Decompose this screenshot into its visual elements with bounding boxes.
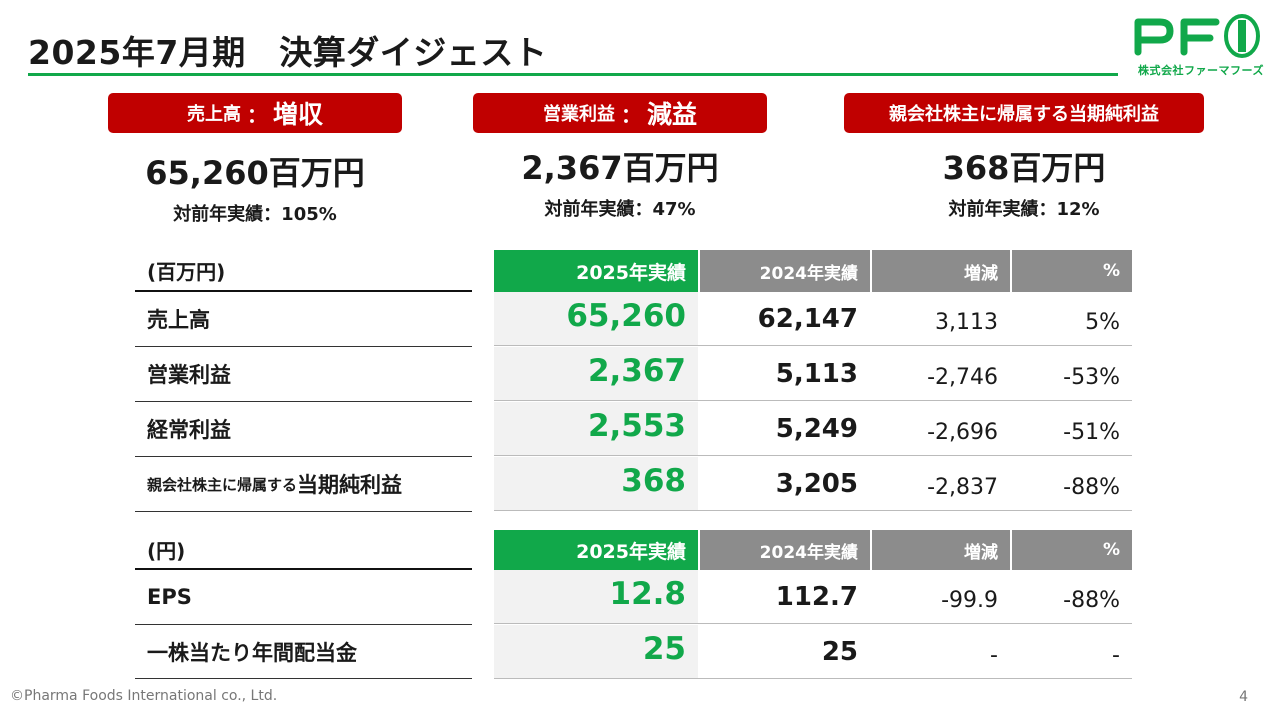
kpi-badge-label: 親会社株主に帰属する当期純利益 [889, 104, 1159, 125]
row-label-prefix: 親会社株主に帰属する [147, 475, 298, 494]
table2-row-label: 一株当たり年間配当金 [135, 625, 472, 679]
table2-cell-diff: - [870, 625, 1010, 679]
table1-cell-2025: 65,260 [494, 292, 698, 346]
kpi-value-sales: 65,260百万円 [145, 154, 365, 192]
title-divider [28, 73, 1118, 76]
table1-header-2024: 2024年実績 [698, 250, 870, 292]
kpi-badge-colon: ： [620, 102, 641, 127]
table1-header-diff: 増減 [870, 250, 1010, 292]
kpi-sub-net-income: 対前年実績：12% [948, 199, 1100, 220]
table1-unit: (百万円) [135, 250, 472, 292]
table1-header-2025: 2025年実績 [494, 250, 698, 292]
kpi-value-operating-profit: 2,367百万円 [521, 149, 719, 187]
table1-row-label: 経常利益 [135, 402, 472, 457]
table1-cell-2025: 2,367 [494, 347, 698, 401]
table1-row-label: 親会社株主に帰属する 当期純利益 [135, 457, 472, 512]
table1-cell-diff: -2,696 [870, 402, 1010, 456]
table2-row-label: EPS [135, 570, 472, 625]
kpi-badge-net-income: 親会社株主に帰属する当期純利益 [844, 93, 1204, 133]
table2-unit: (円) [135, 530, 472, 570]
row-label-text: 一株当たり年間配当金 [147, 640, 357, 665]
table1-cell-2024: 3,205 [698, 457, 870, 511]
table2-cell-pct: - [1010, 625, 1132, 679]
table1-cell-2024: 62,147 [698, 292, 870, 346]
table1-cell-diff: -2,746 [870, 347, 1010, 401]
table1-cell-2024: 5,249 [698, 402, 870, 456]
table1-cell-2025: 2,553 [494, 402, 698, 456]
kpi-badge-result: 増収 [272, 100, 323, 129]
table2-cell-diff: -99.9 [870, 570, 1010, 624]
table2-header-2025: 2025年実績 [494, 530, 698, 570]
table1-cell-2024: 5,113 [698, 347, 870, 401]
table1-cell-diff: 3,113 [870, 292, 1010, 346]
table1-cell-2025: 368 [494, 457, 698, 511]
kpi-badge-label: 営業利益 [542, 104, 615, 125]
table2-cell-2024: 112.7 [698, 570, 870, 624]
table1-cell-pct: -88% [1010, 457, 1132, 511]
row-label-text: 営業利益 [147, 363, 231, 387]
table1-cell-pct: 5% [1010, 292, 1132, 346]
table2-header-2024: 2024年実績 [698, 530, 870, 570]
table1-cell-diff: -2,837 [870, 457, 1010, 511]
copyright-footer: ©Pharma Foods International co., Ltd. [10, 688, 278, 704]
row-label-text: EPS [147, 585, 192, 609]
table1-cell-pct: -51% [1010, 402, 1132, 456]
table1-header-pct: % [1010, 250, 1132, 292]
table2-cell-2025: 25 [494, 625, 698, 679]
kpi-badge-result: 減益 [646, 100, 697, 129]
kpi-badge-operating-profit: 営業利益 ： 減益 [473, 93, 767, 133]
page-number: 4 [1239, 689, 1248, 705]
table1-row-label: 売上高 [135, 292, 472, 347]
logo-company-name: 株式会社ファーマフーズ [1138, 64, 1264, 77]
kpi-value-net-income: 368百万円 [942, 149, 1106, 187]
kpi-sub-operating-profit: 対前年実績：47% [544, 199, 696, 220]
row-label-text: 当期純利益 [297, 473, 403, 497]
row-label-text: 売上高 [147, 308, 210, 332]
pfi-logo-icon [1134, 14, 1260, 58]
kpi-badge-sales: 売上高 ： 増収 [108, 93, 402, 133]
table2-header-pct: % [1010, 530, 1132, 570]
company-logo: 株式会社ファーマフーズ [1126, 12, 1266, 78]
kpi-badge-label: 売上高 [186, 104, 241, 125]
table2-cell-2025: 12.8 [494, 570, 698, 624]
page-title: 2025年7月期 決算ダイジェスト [28, 33, 548, 72]
table2-header-diff: 増減 [870, 530, 1010, 570]
row-label-text: 経常利益 [147, 418, 231, 442]
table1-row-label: 営業利益 [135, 347, 472, 402]
kpi-sub-sales: 対前年実績：105% [173, 204, 337, 225]
table2-cell-pct: -88% [1010, 570, 1132, 624]
table1-cell-pct: -53% [1010, 347, 1132, 401]
kpi-badge-colon: ： [246, 102, 267, 127]
table2-cell-2024: 25 [698, 625, 870, 679]
